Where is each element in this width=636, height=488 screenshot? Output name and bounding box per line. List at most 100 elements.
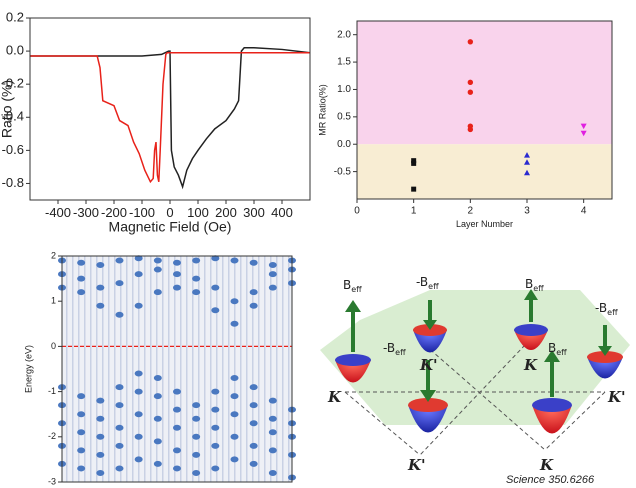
- band-dot: [249, 302, 258, 309]
- band-dot: [115, 257, 124, 264]
- line-series: [30, 51, 310, 184]
- band-dot: [173, 271, 181, 278]
- band-dot: [153, 257, 162, 264]
- point: [467, 39, 474, 45]
- y-tick-label: -1: [48, 386, 56, 396]
- band-dot: [153, 289, 162, 296]
- y-tick-label: 0.0: [337, 139, 351, 150]
- band-dot: [77, 447, 86, 454]
- point: [524, 159, 530, 165]
- point: [524, 152, 530, 158]
- x-tick-label: 200: [215, 205, 237, 220]
- y-tick-label: 0.5: [337, 111, 351, 122]
- band-dot: [192, 415, 201, 422]
- x-tick-label: 0: [166, 205, 173, 220]
- band-dot: [96, 397, 105, 404]
- band-dot: [115, 384, 124, 391]
- x-tick-label: 100: [187, 205, 209, 220]
- x-tick-label: -200: [101, 205, 127, 220]
- band-dot: [249, 420, 258, 427]
- band-dot: [77, 259, 86, 266]
- band-dot: [230, 433, 239, 440]
- field-subscript: eff: [395, 348, 406, 357]
- band-dot: [153, 266, 162, 273]
- field-subscript: eff: [533, 284, 544, 293]
- band-dot: [173, 465, 181, 472]
- y-axis-label: Energy (eV): [23, 345, 33, 393]
- band-dot: [77, 393, 86, 400]
- x-tick-label: 1: [411, 206, 417, 217]
- field-symbol: B: [548, 341, 556, 355]
- band-dot: [115, 465, 124, 472]
- band-dot: [134, 271, 143, 278]
- band-dot: [211, 307, 220, 314]
- band-dot: [211, 442, 220, 449]
- y-tick-label: 1.5: [337, 57, 351, 68]
- field-symbol: -B: [416, 275, 428, 289]
- field-arrows: [351, 298, 607, 397]
- band-dot: [134, 388, 143, 395]
- band-dot: [230, 257, 239, 264]
- band-dot: [96, 284, 105, 291]
- band-dot: [249, 259, 258, 266]
- band-dot: [96, 262, 105, 269]
- y-tick-label: 1.0: [337, 84, 351, 95]
- band-dot: [153, 393, 162, 400]
- y-tick-label: 0: [51, 341, 56, 351]
- band-dot: [211, 388, 220, 395]
- point: [467, 126, 474, 133]
- plot-frame: [61, 255, 293, 483]
- band-dot: [268, 447, 277, 454]
- dashed-lines: [344, 344, 606, 456]
- band-dot: [153, 375, 162, 382]
- valley-label: K': [607, 388, 626, 406]
- point: [467, 89, 474, 95]
- arrow-heads: [345, 289, 612, 402]
- band-dot: [211, 406, 220, 413]
- point: [467, 79, 474, 86]
- band-dot: [211, 284, 220, 291]
- band-dot: [249, 460, 258, 467]
- field-symbol: B: [343, 278, 351, 292]
- band-dot: [77, 465, 86, 472]
- field-label: -Beff: [416, 275, 439, 291]
- band-dot: [134, 433, 143, 440]
- field-label: Beff: [548, 341, 567, 357]
- x-tick-label: 0: [354, 206, 360, 217]
- band-dot: [173, 406, 181, 413]
- band-dot: [249, 402, 258, 409]
- band-dot: [96, 302, 105, 309]
- band-dot: [268, 262, 277, 269]
- point: [580, 123, 587, 130]
- field-subscript: eff: [428, 282, 439, 291]
- point: [411, 186, 417, 192]
- y-tick-label: -0.2: [2, 76, 24, 91]
- y-tick-label: 2.0: [337, 29, 351, 40]
- field-subscript: eff: [556, 348, 567, 357]
- band-dot: [153, 438, 162, 445]
- x-tick-label: 2: [468, 206, 474, 217]
- band-dot: [268, 429, 277, 436]
- band-dot: [192, 433, 201, 440]
- band-dot: [96, 451, 105, 458]
- field-label: Beff: [525, 277, 544, 293]
- valley-diagram: Beff -Beff Beff -Beff -Beff Beff K' K K …: [320, 275, 630, 486]
- valley-label: K: [523, 356, 538, 374]
- line-series: [30, 47, 311, 190]
- band-dot: [134, 411, 143, 418]
- x-tick-label: 3: [524, 206, 530, 217]
- point: [580, 130, 587, 137]
- band-dot: [173, 259, 181, 266]
- band-dot: [77, 275, 86, 282]
- band-dot: [134, 302, 143, 309]
- field-label: -Beff: [595, 301, 618, 317]
- band-dot: [173, 447, 181, 454]
- band-dot: [268, 271, 277, 278]
- chart-panel: 0.2 0.0 -0.2 -0.4 -0.6 -0.8 -400 -300 -200 -100 0 1…: [0, 9, 311, 234]
- background-band: [357, 144, 612, 199]
- band-dot: [268, 284, 277, 291]
- point: [411, 158, 417, 164]
- x-axis-label: Layer Number: [456, 219, 513, 229]
- valley-label: K: [539, 456, 554, 474]
- band-dot: [230, 393, 239, 400]
